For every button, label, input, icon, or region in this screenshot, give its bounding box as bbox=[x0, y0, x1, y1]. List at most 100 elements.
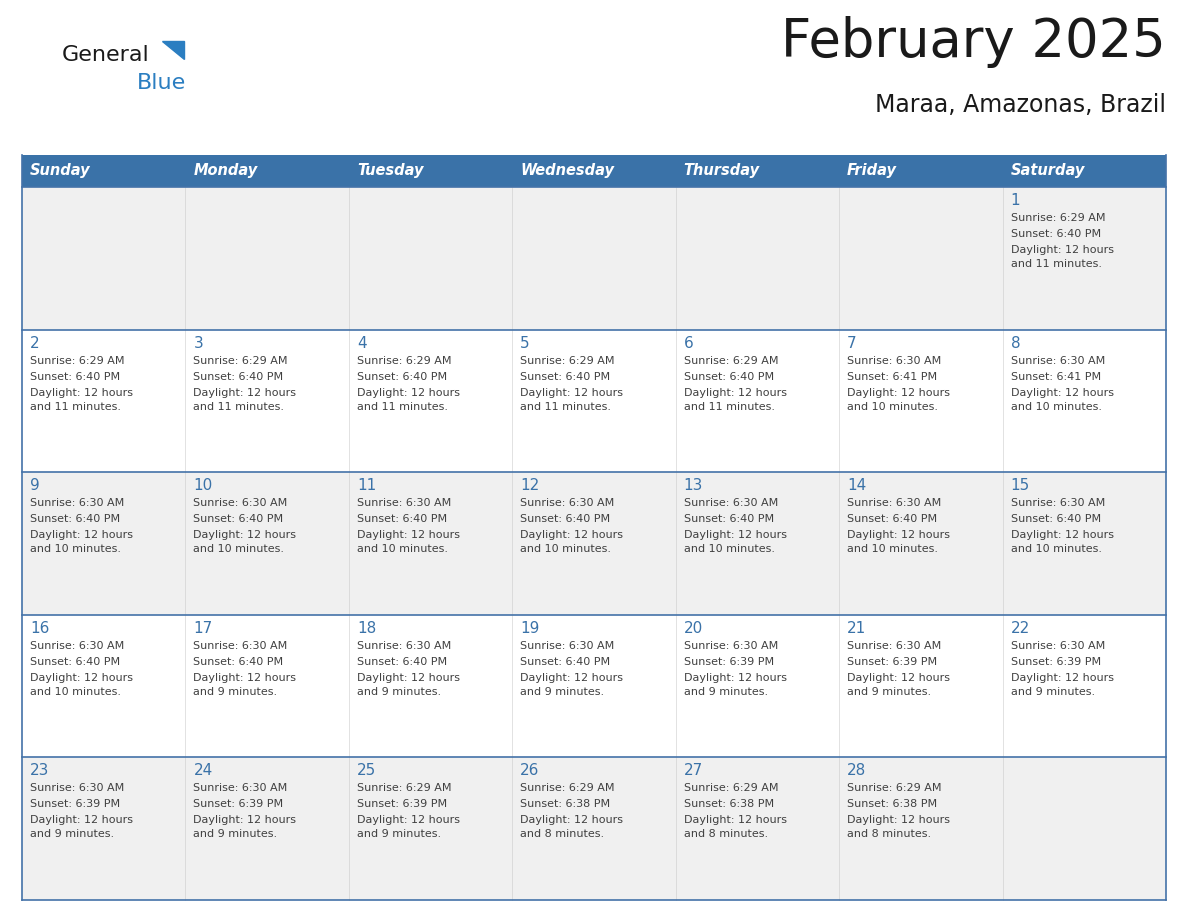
Text: 4: 4 bbox=[356, 336, 366, 351]
Bar bbox=[349, 472, 512, 615]
Text: and 10 minutes.: and 10 minutes. bbox=[520, 544, 612, 554]
Text: Daylight: 12 hours: Daylight: 12 hours bbox=[684, 673, 786, 683]
Text: Sunset: 6:39 PM: Sunset: 6:39 PM bbox=[30, 800, 120, 810]
Text: Sunset: 6:39 PM: Sunset: 6:39 PM bbox=[1011, 656, 1101, 666]
Text: and 9 minutes.: and 9 minutes. bbox=[194, 829, 278, 839]
Text: Sunday: Sunday bbox=[30, 163, 90, 178]
Bar bbox=[23, 757, 185, 900]
Text: 2: 2 bbox=[30, 336, 39, 351]
Text: Sunrise: 6:30 AM: Sunrise: 6:30 AM bbox=[1011, 355, 1105, 365]
Text: Sunset: 6:40 PM: Sunset: 6:40 PM bbox=[30, 514, 120, 524]
Text: Sunrise: 6:30 AM: Sunrise: 6:30 AM bbox=[684, 498, 778, 509]
Text: Friday: Friday bbox=[847, 163, 897, 178]
Bar bbox=[23, 187, 185, 330]
Text: Monday: Monday bbox=[194, 163, 258, 178]
Text: Sunset: 6:40 PM: Sunset: 6:40 PM bbox=[684, 514, 773, 524]
Text: and 8 minutes.: and 8 minutes. bbox=[847, 829, 931, 839]
Bar bbox=[839, 187, 1003, 330]
Text: Sunset: 6:38 PM: Sunset: 6:38 PM bbox=[684, 800, 773, 810]
Text: and 11 minutes.: and 11 minutes. bbox=[1011, 259, 1101, 269]
Bar bbox=[349, 155, 512, 187]
Text: Sunrise: 6:30 AM: Sunrise: 6:30 AM bbox=[30, 783, 125, 793]
Text: Sunrise: 6:30 AM: Sunrise: 6:30 AM bbox=[356, 498, 451, 509]
Text: Thursday: Thursday bbox=[684, 163, 760, 178]
Text: Sunrise: 6:29 AM: Sunrise: 6:29 AM bbox=[194, 355, 287, 365]
Text: Daylight: 12 hours: Daylight: 12 hours bbox=[356, 673, 460, 683]
Text: 21: 21 bbox=[847, 621, 866, 636]
Text: Sunrise: 6:30 AM: Sunrise: 6:30 AM bbox=[194, 641, 287, 651]
Bar bbox=[185, 615, 349, 757]
Text: 17: 17 bbox=[194, 621, 213, 636]
Bar bbox=[839, 472, 1003, 615]
Text: Sunrise: 6:30 AM: Sunrise: 6:30 AM bbox=[1011, 498, 1105, 509]
Text: and 9 minutes.: and 9 minutes. bbox=[356, 829, 441, 839]
Text: and 8 minutes.: and 8 minutes. bbox=[520, 829, 605, 839]
Bar bbox=[185, 757, 349, 900]
Bar bbox=[512, 330, 676, 472]
Text: Sunset: 6:40 PM: Sunset: 6:40 PM bbox=[194, 514, 284, 524]
Bar bbox=[512, 187, 676, 330]
Text: Sunset: 6:39 PM: Sunset: 6:39 PM bbox=[194, 800, 284, 810]
Text: Daylight: 12 hours: Daylight: 12 hours bbox=[847, 673, 950, 683]
Text: and 10 minutes.: and 10 minutes. bbox=[356, 544, 448, 554]
Text: Daylight: 12 hours: Daylight: 12 hours bbox=[520, 815, 624, 825]
Text: 19: 19 bbox=[520, 621, 539, 636]
Bar bbox=[185, 155, 349, 187]
Text: 18: 18 bbox=[356, 621, 377, 636]
Text: Sunset: 6:38 PM: Sunset: 6:38 PM bbox=[520, 800, 611, 810]
Text: Saturday: Saturday bbox=[1011, 163, 1085, 178]
Text: Sunrise: 6:30 AM: Sunrise: 6:30 AM bbox=[847, 641, 941, 651]
Bar bbox=[512, 757, 676, 900]
Text: Sunset: 6:40 PM: Sunset: 6:40 PM bbox=[194, 372, 284, 382]
Text: and 10 minutes.: and 10 minutes. bbox=[847, 401, 939, 411]
Text: Sunset: 6:40 PM: Sunset: 6:40 PM bbox=[1011, 514, 1101, 524]
Text: Daylight: 12 hours: Daylight: 12 hours bbox=[1011, 387, 1113, 397]
Text: and 10 minutes.: and 10 minutes. bbox=[1011, 544, 1101, 554]
Text: Sunrise: 6:29 AM: Sunrise: 6:29 AM bbox=[356, 783, 451, 793]
Text: 26: 26 bbox=[520, 764, 539, 778]
Bar bbox=[1003, 472, 1165, 615]
Text: Sunrise: 6:29 AM: Sunrise: 6:29 AM bbox=[1011, 213, 1105, 223]
Text: Sunset: 6:40 PM: Sunset: 6:40 PM bbox=[684, 372, 773, 382]
Text: and 10 minutes.: and 10 minutes. bbox=[847, 544, 939, 554]
Text: Daylight: 12 hours: Daylight: 12 hours bbox=[194, 673, 297, 683]
Text: Daylight: 12 hours: Daylight: 12 hours bbox=[356, 815, 460, 825]
Text: 7: 7 bbox=[847, 336, 857, 351]
Bar bbox=[676, 187, 839, 330]
Text: and 9 minutes.: and 9 minutes. bbox=[194, 687, 278, 697]
Text: Daylight: 12 hours: Daylight: 12 hours bbox=[847, 531, 950, 540]
Text: and 10 minutes.: and 10 minutes. bbox=[30, 544, 121, 554]
Bar bbox=[839, 757, 1003, 900]
Text: Sunset: 6:38 PM: Sunset: 6:38 PM bbox=[847, 800, 937, 810]
Bar bbox=[676, 472, 839, 615]
Text: Sunrise: 6:30 AM: Sunrise: 6:30 AM bbox=[1011, 641, 1105, 651]
Text: Blue: Blue bbox=[137, 73, 187, 93]
Text: Sunrise: 6:30 AM: Sunrise: 6:30 AM bbox=[194, 783, 287, 793]
Text: Sunrise: 6:30 AM: Sunrise: 6:30 AM bbox=[30, 498, 125, 509]
Text: Sunrise: 6:30 AM: Sunrise: 6:30 AM bbox=[30, 641, 125, 651]
Text: Daylight: 12 hours: Daylight: 12 hours bbox=[356, 387, 460, 397]
Text: 10: 10 bbox=[194, 478, 213, 493]
Text: Daylight: 12 hours: Daylight: 12 hours bbox=[684, 815, 786, 825]
Bar bbox=[676, 155, 839, 187]
Text: 25: 25 bbox=[356, 764, 377, 778]
Text: Sunrise: 6:30 AM: Sunrise: 6:30 AM bbox=[194, 498, 287, 509]
Text: 23: 23 bbox=[30, 764, 50, 778]
Text: Daylight: 12 hours: Daylight: 12 hours bbox=[194, 531, 297, 540]
Text: Daylight: 12 hours: Daylight: 12 hours bbox=[847, 387, 950, 397]
Text: Daylight: 12 hours: Daylight: 12 hours bbox=[520, 531, 624, 540]
Text: Daylight: 12 hours: Daylight: 12 hours bbox=[684, 387, 786, 397]
Text: Daylight: 12 hours: Daylight: 12 hours bbox=[520, 387, 624, 397]
Text: and 11 minutes.: and 11 minutes. bbox=[194, 401, 284, 411]
Text: Sunset: 6:41 PM: Sunset: 6:41 PM bbox=[1011, 372, 1101, 382]
Bar bbox=[676, 615, 839, 757]
Bar bbox=[676, 330, 839, 472]
Text: Sunset: 6:40 PM: Sunset: 6:40 PM bbox=[520, 514, 611, 524]
Text: and 9 minutes.: and 9 minutes. bbox=[30, 829, 114, 839]
Text: and 10 minutes.: and 10 minutes. bbox=[194, 544, 284, 554]
Text: Sunset: 6:39 PM: Sunset: 6:39 PM bbox=[684, 656, 773, 666]
Text: Sunrise: 6:29 AM: Sunrise: 6:29 AM bbox=[30, 355, 125, 365]
Text: Sunset: 6:40 PM: Sunset: 6:40 PM bbox=[1011, 229, 1101, 239]
Text: Sunset: 6:40 PM: Sunset: 6:40 PM bbox=[520, 372, 611, 382]
Text: Sunrise: 6:30 AM: Sunrise: 6:30 AM bbox=[847, 355, 941, 365]
